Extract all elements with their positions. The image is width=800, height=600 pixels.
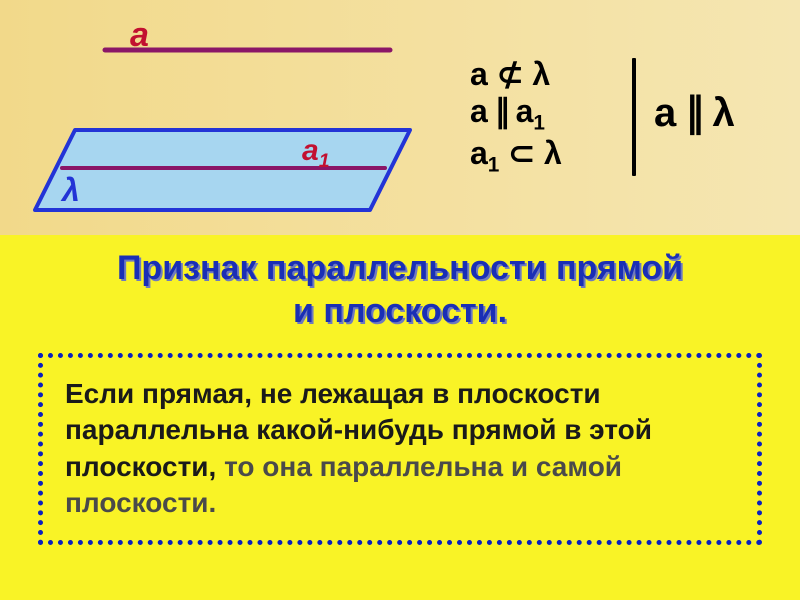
- label-a1-sub: 1: [319, 150, 330, 172]
- diagram-panel: a a1 λ a ⊄ λa ∥ a1a1 ⊂ λ a ∥ λ: [0, 0, 800, 235]
- math-conditions: a ⊄ λa ∥ a1a1 ⊂ λ: [470, 56, 562, 177]
- label-line-a: a: [130, 16, 149, 55]
- label-line-a1: a1: [302, 134, 330, 173]
- label-plane-lambda: λ: [62, 172, 80, 209]
- math-conclusion: a ∥ λ: [654, 90, 735, 136]
- title-line-2: и плоскости.: [0, 290, 800, 333]
- theorem-text-box: Если прямая, не лежащая в плоскости пара…: [38, 353, 762, 545]
- title-line-1: Признак параллельности прямой: [0, 247, 800, 290]
- math-divider-bar: [632, 58, 636, 176]
- label-a1-text: a: [302, 134, 319, 167]
- label-a-text: a: [130, 16, 149, 54]
- text-panel: Признак параллельности прямой и плоскост…: [0, 235, 800, 600]
- label-lambda-text: λ: [62, 172, 80, 208]
- theorem-title: Признак параллельности прямой и плоскост…: [0, 247, 800, 332]
